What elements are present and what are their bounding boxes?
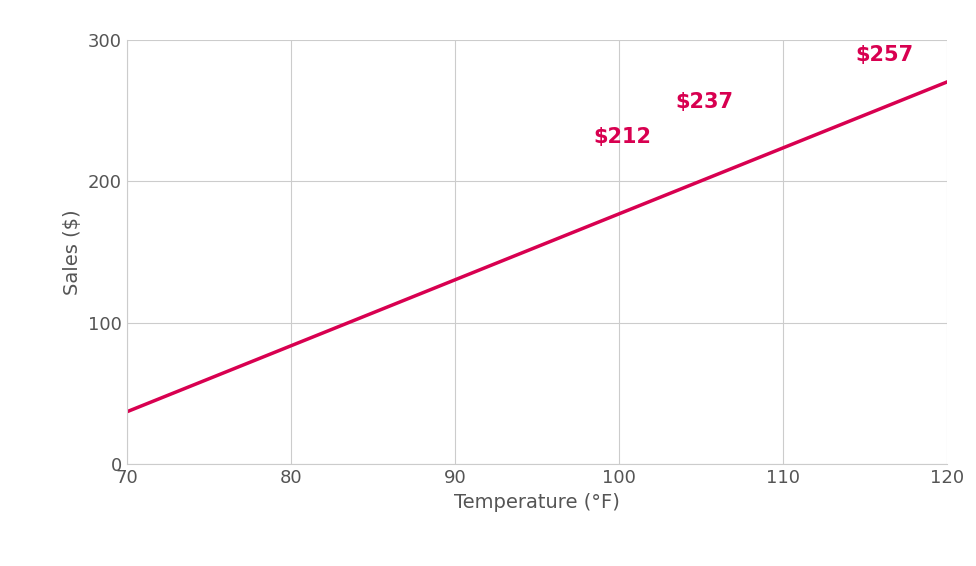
Text: $212: $212 [593, 127, 652, 147]
Text: $257: $257 [856, 45, 914, 65]
Y-axis label: Sales ($): Sales ($) [63, 209, 82, 295]
X-axis label: Temperature (°F): Temperature (°F) [454, 492, 620, 512]
Text: $237: $237 [675, 92, 734, 112]
